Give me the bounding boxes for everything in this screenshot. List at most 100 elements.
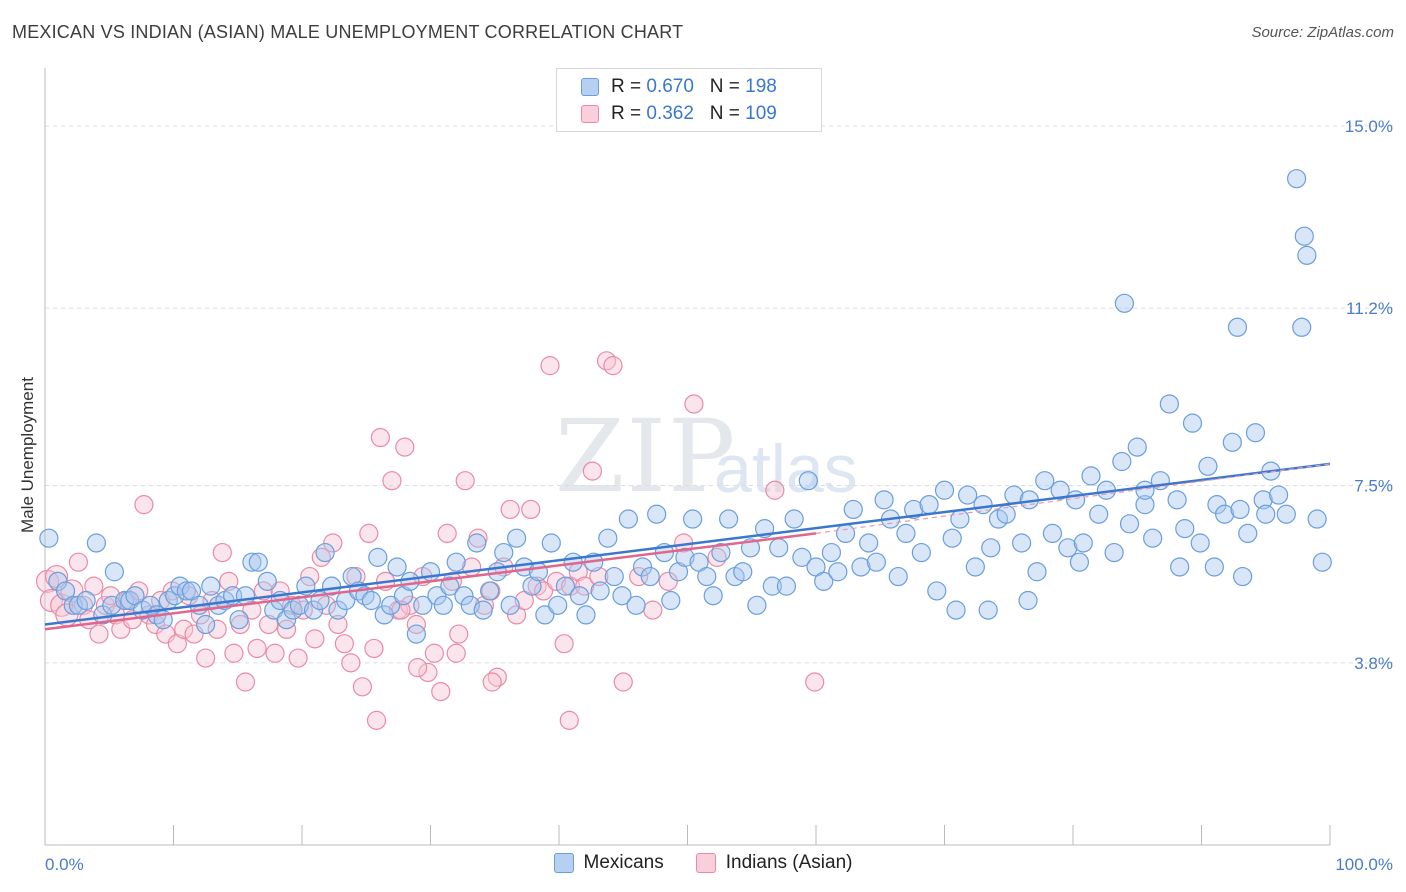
point-indians [219, 571, 239, 591]
point-mexicans [632, 557, 653, 577]
point-mexicans [321, 576, 342, 596]
point-mexicans [1204, 557, 1224, 577]
point-mexicans [1253, 490, 1273, 510]
point-mexicans [1297, 245, 1317, 265]
point-mexicans [569, 586, 590, 606]
point-mexicans [1292, 317, 1312, 337]
point-mexicans [950, 509, 970, 529]
point-mexicans [1256, 504, 1276, 524]
point-mexicans [1018, 590, 1038, 611]
point-indians [546, 571, 567, 591]
point-mexicans [784, 509, 804, 529]
point-indians [305, 629, 325, 649]
point-mexicans [896, 523, 916, 544]
point-mexicans [467, 533, 487, 553]
point-mexicans [792, 547, 812, 567]
point-mexicans [427, 586, 447, 606]
point-mexicans [866, 552, 886, 572]
point-indians [235, 672, 256, 692]
point-mexicans [460, 595, 480, 615]
point-indians [395, 437, 415, 457]
point-mexicans [851, 557, 871, 577]
point-mexicans [821, 542, 842, 563]
legend-swatch-mexicans [553, 853, 574, 873]
point-mexicans [1198, 456, 1218, 476]
point-mexicans [1286, 169, 1307, 189]
point-indians [352, 677, 372, 697]
point-mexicans [618, 509, 638, 529]
point-mexicans [276, 610, 297, 630]
point-mexicans [1238, 523, 1258, 544]
point-indians [575, 576, 595, 596]
point-mexicans [769, 538, 789, 558]
point-mexicans [604, 566, 624, 587]
point-mexicans [814, 571, 834, 591]
legend-item-indians[interactable]: Indians (Asian) [695, 852, 852, 874]
point-mexicans [1035, 471, 1055, 491]
point-mexicans [454, 586, 474, 606]
point-mexicans [762, 576, 782, 596]
point-mexicans [888, 566, 908, 587]
point-indians [589, 566, 609, 587]
point-mexicans [1190, 533, 1210, 553]
point-mexicans [1089, 504, 1109, 524]
legend-item-mexicans[interactable]: Mexicans [553, 852, 664, 874]
point-indians [629, 566, 649, 587]
point-mexicans [406, 624, 426, 644]
point-indians [643, 600, 663, 620]
point-indians [418, 662, 438, 683]
point-mexicans [1011, 533, 1032, 553]
point-indians [437, 523, 457, 544]
point-mexicans [535, 605, 555, 625]
point-mexicans [201, 576, 221, 596]
point-indians [446, 643, 466, 663]
point-mexicans [315, 542, 335, 563]
point-mexicans [248, 552, 268, 572]
x-tick-label: 0.0% [45, 855, 84, 874]
point-mexicans [1112, 451, 1132, 472]
point-mexicans [528, 562, 549, 582]
point-mexicans [934, 480, 955, 500]
point-mexicans [1276, 504, 1296, 524]
point-indians [582, 461, 603, 481]
point-indians [174, 619, 194, 639]
point-mexicans [1230, 499, 1250, 520]
point-indians [288, 648, 308, 668]
trendline-mexicans [44, 462, 1331, 626]
point-indians [382, 471, 402, 491]
point-mexicans [843, 499, 863, 520]
point-mexicans [683, 509, 703, 529]
point-mexicans [647, 504, 667, 524]
point-mexicans [919, 495, 939, 515]
point-mexicans [1081, 466, 1101, 486]
point-indians [366, 710, 387, 730]
point-mexicans [242, 552, 262, 572]
point-mexicans [703, 586, 723, 606]
legend-n-value: 198 [745, 76, 777, 97]
legend-swatch-indians [695, 853, 716, 873]
point-mexicans [747, 595, 767, 615]
point-mexicans [1268, 485, 1289, 505]
point-mexicans [1167, 490, 1187, 510]
point-mexicans [1135, 495, 1155, 515]
point-mexicans [711, 542, 731, 563]
point-indians [167, 634, 187, 654]
point-indians [449, 624, 469, 644]
point-mexicans [86, 533, 107, 553]
y-tick-label: 15.0% [1345, 117, 1393, 136]
point-mexicans [235, 586, 256, 606]
point-mexicans [48, 571, 68, 591]
point-indians [212, 542, 232, 563]
point-mexicans [1159, 394, 1179, 414]
point-mexicans [1073, 533, 1093, 553]
point-mexicans [828, 562, 848, 582]
x-tick-label: 100.0% [1335, 855, 1393, 874]
point-indians [370, 427, 390, 448]
legend-r-value: 0.362 [646, 103, 694, 124]
point-mexicans [1065, 490, 1086, 510]
point-mexicans [1127, 437, 1147, 457]
point-indians [359, 523, 379, 544]
point-mexicans [328, 600, 348, 620]
point-mexicans [697, 566, 717, 587]
point-mexicans [76, 590, 96, 611]
